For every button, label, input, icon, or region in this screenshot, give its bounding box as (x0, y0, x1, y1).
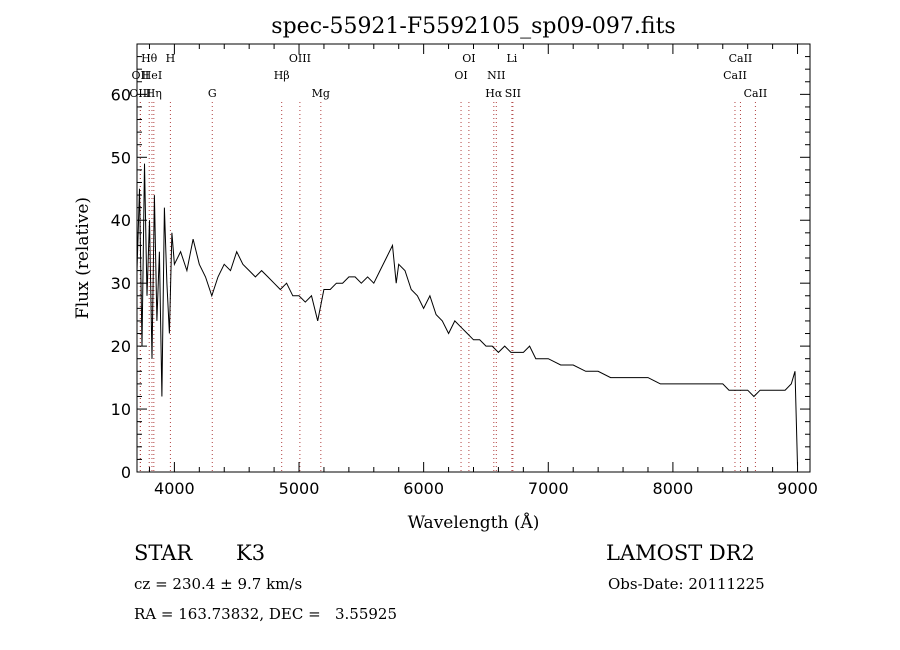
coordinates-text: RA = 163.73832, DEC = 3.55925 (134, 605, 398, 623)
y-axis-title: Flux (relative) (73, 197, 93, 319)
line-label: NII (487, 69, 505, 82)
x-tick-label: 8000 (653, 479, 694, 498)
redshift-text: cz = 230.4 ± 9.7 km/s (134, 575, 303, 593)
x-tick-label: 7000 (528, 479, 569, 498)
x-tick-label: 4000 (154, 479, 195, 498)
object-subclass: K3 (236, 541, 266, 565)
chart-title: spec-55921-F5592105_sp09-097.fits (271, 14, 675, 39)
y-tick-label: 20 (111, 337, 131, 356)
x-tick-label: 5000 (279, 479, 320, 498)
line-label: Mg (312, 87, 330, 100)
line-label: OII (132, 69, 150, 82)
line-label: OIII (289, 52, 311, 65)
plot-frame (136, 43, 811, 473)
line-label: OI (462, 52, 475, 65)
line-label: HeI (142, 69, 162, 82)
spectrum-line (136, 163, 798, 466)
object-class: STAR (134, 541, 193, 565)
line-label: OIII (129, 87, 151, 100)
line-label: SII (505, 87, 521, 100)
x-axis-title: Wavelength (Å) (408, 512, 540, 533)
obs-date-text: Obs-Date: 20111225 (608, 575, 765, 593)
x-tick-label: 6000 (403, 479, 444, 498)
y-tick-label: 60 (111, 85, 131, 104)
y-tick-label: 0 (121, 463, 131, 482)
line-label: Hβ (274, 69, 290, 82)
line-label: H (166, 52, 176, 65)
line-label: Hη (146, 87, 162, 100)
line-label: CaII (723, 69, 747, 82)
line-label: CaII (729, 52, 753, 65)
line-label: Hα (485, 87, 503, 100)
x-tick-label: 9000 (777, 479, 818, 498)
line-label: G (208, 87, 217, 100)
y-tick-label: 40 (111, 211, 131, 230)
y-tick-label: 10 (111, 400, 131, 419)
line-label: Li (506, 52, 517, 65)
survey-name: LAMOST DR2 (606, 541, 755, 565)
line-label: CaII (744, 87, 768, 100)
line-label: Hθ (141, 52, 158, 65)
line-label: OI (454, 69, 467, 82)
y-tick-label: 30 (111, 274, 131, 293)
y-tick-label: 50 (111, 148, 131, 167)
